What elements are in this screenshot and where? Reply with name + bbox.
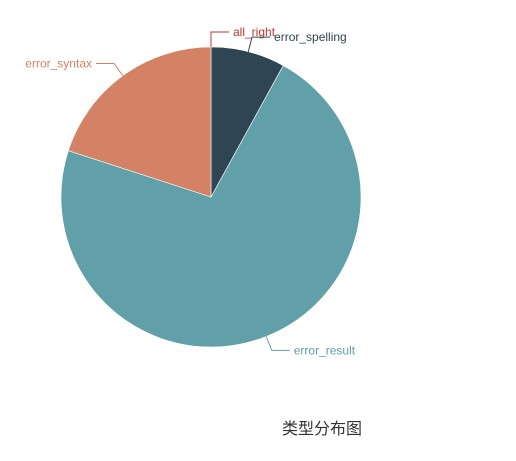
pie-label-error-syntax: error_syntax xyxy=(25,57,92,71)
pie-label-all-right: all_right xyxy=(233,25,276,39)
leader-line-error-syntax xyxy=(96,63,124,76)
pie-slice-error-syntax[interactable] xyxy=(67,46,212,198)
pie-labels: all_right error_spelling error_result error… xyxy=(25,25,355,357)
pie-label-error-spelling: error_spelling xyxy=(274,30,347,44)
chart-title: 类型分布图 xyxy=(281,419,362,438)
leader-line-all-right xyxy=(210,31,229,47)
pie-slice-error-result[interactable] xyxy=(60,65,362,348)
pie-label-error-result: error_result xyxy=(294,343,356,357)
pie-slices xyxy=(60,46,362,348)
leader-line-error-spelling xyxy=(247,36,271,52)
leader-line-error-result xyxy=(265,336,290,351)
